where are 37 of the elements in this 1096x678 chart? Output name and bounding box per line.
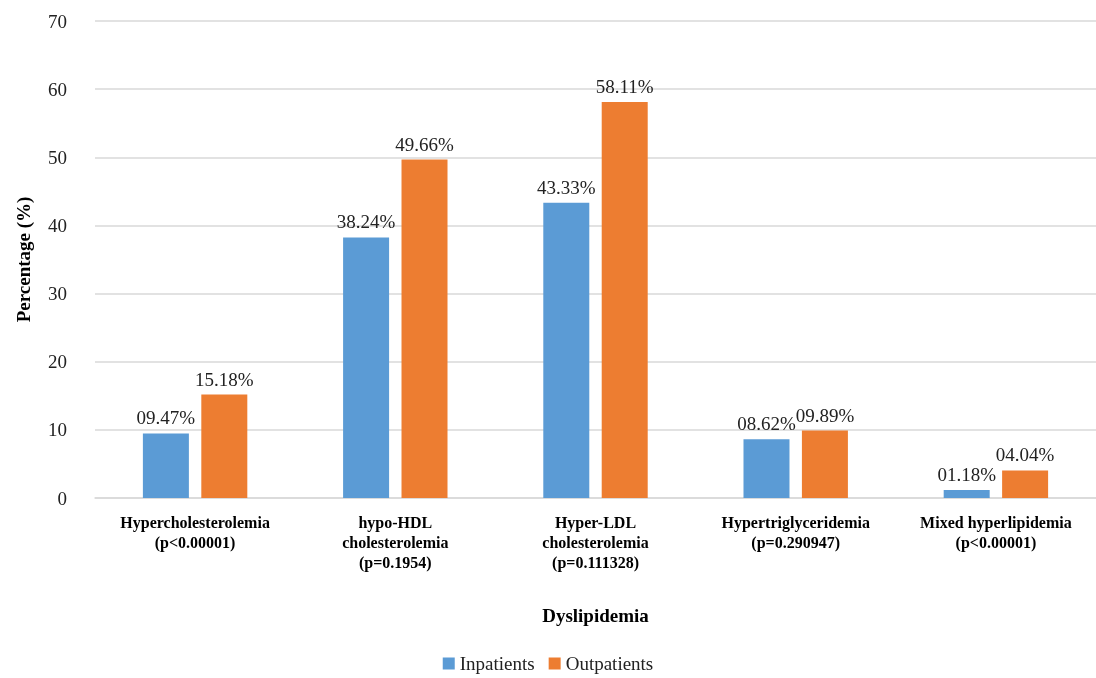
data-label: 09.89% (795, 404, 855, 426)
bar (543, 202, 590, 498)
x-tick-label: Hyper-LDL cholesterolemia (p=0.111328) (542, 513, 649, 572)
x-tick-label: Hypercholesterolemia (p<0.00001) (120, 513, 270, 552)
y-tick-label: 50 (48, 146, 67, 168)
x-tick-label: hypo-HDL cholesterolemia (p=0.1954) (342, 513, 449, 572)
data-label: 38.24% (336, 211, 396, 233)
y-tick-label: 60 (48, 78, 67, 100)
bar (142, 433, 189, 498)
bar (743, 439, 790, 498)
bar (401, 159, 448, 498)
legend-label: Inpatients (459, 653, 535, 674)
y-tick-label: 20 (48, 351, 67, 373)
y-tick-label: 10 (48, 419, 67, 441)
data-label: 09.47% (136, 407, 196, 429)
x-tick-label: Mixed hyperlipidemia (p<0.00001) (920, 513, 1072, 552)
bar (201, 394, 248, 498)
y-tick-label: 30 (48, 283, 67, 305)
y-tick-label: 70 (48, 10, 67, 32)
y-tick-label: 0 (57, 487, 67, 509)
bar (943, 489, 990, 498)
data-label: 04.04% (995, 444, 1055, 466)
bar (343, 237, 390, 498)
x-tick-label: Hypertriglyceridemia (p=0.290947) (721, 513, 870, 552)
x-axis-title: Dyslipidemia (542, 605, 650, 626)
data-label: 08.62% (737, 413, 796, 435)
bar (801, 430, 848, 498)
data-label: 58.11% (595, 76, 654, 98)
data-label: 15.18% (195, 368, 254, 390)
data-label: 43.33% (537, 176, 596, 198)
bar (601, 102, 648, 498)
y-axis-title: Percentage (%) (13, 196, 35, 323)
bar (1002, 470, 1049, 498)
legend-label: Outpatients (565, 653, 654, 674)
y-tick-label: 40 (48, 214, 67, 236)
data-label: 49.66% (395, 133, 454, 155)
data-label: 01.18% (937, 463, 997, 485)
